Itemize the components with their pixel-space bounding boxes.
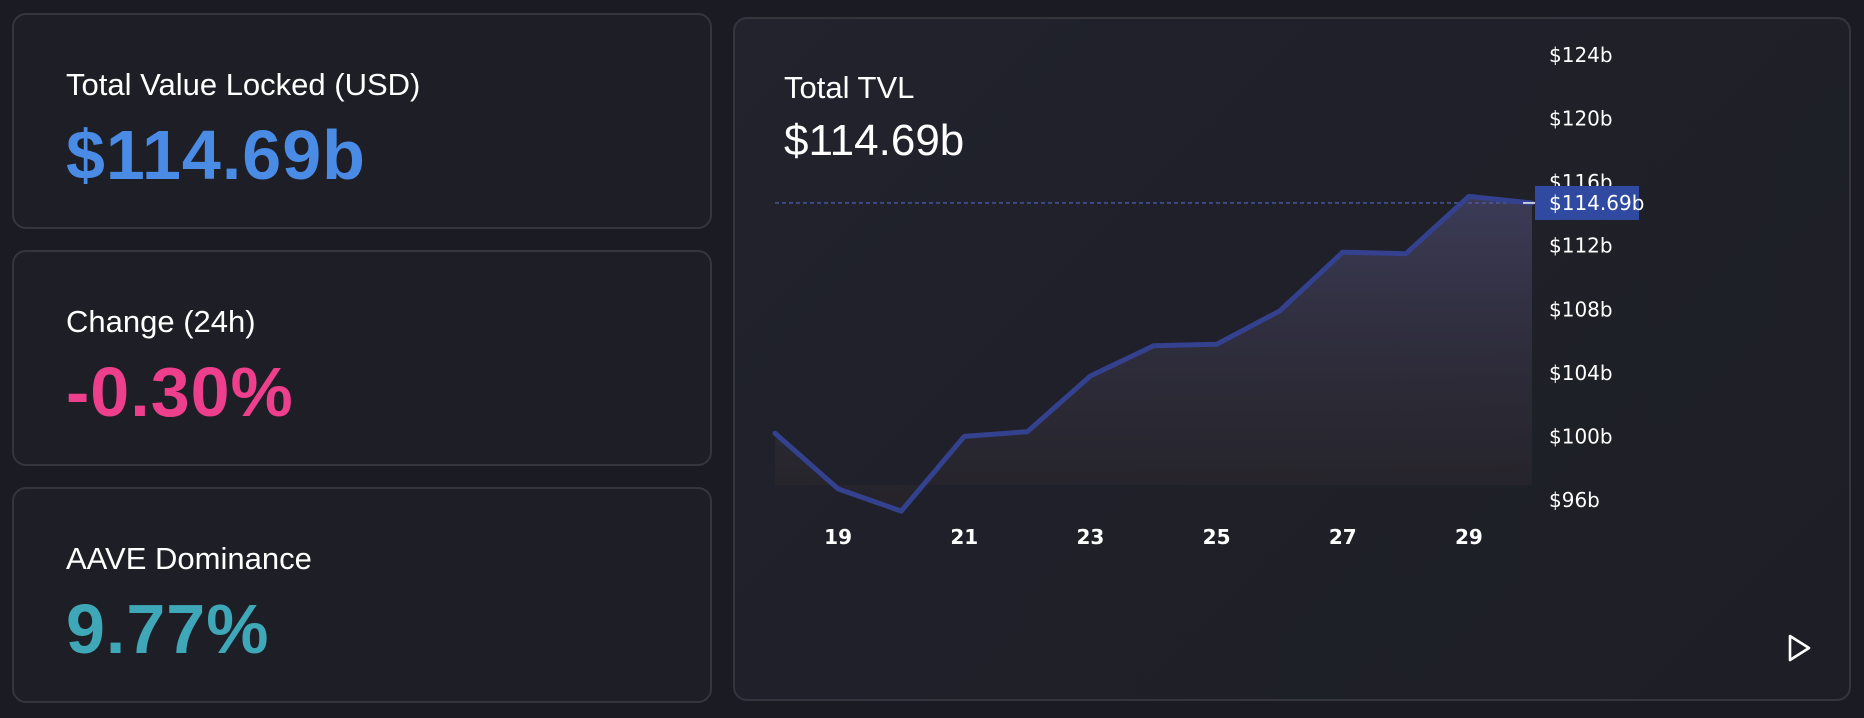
x-tick-label: 29 bbox=[1455, 525, 1483, 549]
tvl-point-29 bbox=[1466, 194, 1471, 199]
tvl-point-21 bbox=[962, 434, 967, 439]
y-tick-label: $108b bbox=[1549, 297, 1613, 321]
chart-title: Total TVL bbox=[784, 70, 915, 105]
tvl-point-22 bbox=[1025, 429, 1030, 434]
y-tick-label: $120b bbox=[1549, 107, 1613, 131]
tvl-point-23 bbox=[1088, 374, 1093, 379]
tvl-point-18 bbox=[773, 431, 777, 436]
tvl-chart-card: Total TVL $114.69b $96b $100b $104b $108b $1… bbox=[733, 17, 1851, 701]
change-stat-value: -0.30% bbox=[66, 353, 294, 431]
tvl-point-26 bbox=[1277, 308, 1282, 313]
tvl-stat-card: Total Value Locked (USD) $114.69b bbox=[12, 13, 712, 229]
tvl-chart[interactable]: $96b$100b$104b$108b$112b$116b$120b$124b … bbox=[735, 19, 1851, 701]
x-tick-label: 25 bbox=[1203, 525, 1231, 549]
y-tick-label: $100b bbox=[1549, 424, 1613, 448]
dominance-stat-value: 9.77% bbox=[66, 590, 270, 668]
current-value-badge-label: $114.69b bbox=[1549, 191, 1644, 215]
tvl-point-24 bbox=[1151, 343, 1156, 348]
x-tick-label: 23 bbox=[1076, 525, 1104, 549]
tvl-point-27 bbox=[1340, 250, 1345, 255]
tvl-stat-label: Total Value Locked (USD) bbox=[66, 67, 421, 102]
tvl-point-28 bbox=[1403, 251, 1408, 256]
change-stat-card: Change (24h) -0.30% bbox=[12, 250, 712, 466]
dominance-stat-label: AAVE Dominance bbox=[66, 541, 312, 576]
y-tick-label: $112b bbox=[1549, 234, 1613, 258]
tvl-point-19 bbox=[836, 486, 841, 491]
change-stat-label: Change (24h) bbox=[66, 304, 256, 339]
y-tick-label: $96b bbox=[1549, 488, 1600, 512]
tvl-stat-value: $114.69b bbox=[66, 116, 366, 194]
x-tick-label: 27 bbox=[1329, 525, 1357, 549]
x-tick-label: 21 bbox=[950, 525, 978, 549]
play-button[interactable] bbox=[1781, 631, 1815, 665]
chart-current-value: $114.69b bbox=[784, 116, 965, 165]
dominance-stat-card: AAVE Dominance 9.77% bbox=[12, 487, 712, 703]
y-tick-label: $124b bbox=[1549, 43, 1613, 67]
tvl-point-20 bbox=[899, 509, 904, 514]
play-icon bbox=[1788, 634, 1811, 662]
tvl-area-fill bbox=[775, 196, 1532, 512]
tvl-point-25 bbox=[1214, 342, 1219, 347]
y-tick-label: $104b bbox=[1549, 361, 1613, 385]
current-value-badge bbox=[1535, 185, 1639, 220]
x-tick-label: 19 bbox=[824, 525, 852, 549]
